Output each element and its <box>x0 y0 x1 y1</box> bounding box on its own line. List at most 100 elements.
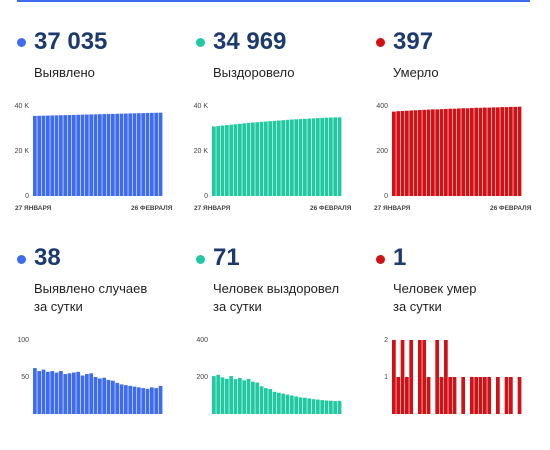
chart-bar <box>337 117 342 196</box>
chart-bar <box>220 125 225 196</box>
chart-bar <box>418 340 422 414</box>
chart-bar <box>392 111 396 197</box>
series-dot <box>196 255 205 264</box>
stat-card: 1 Человек умер за сутки <box>376 225 546 450</box>
stat-value: 1 <box>393 244 407 271</box>
chart-bar <box>33 368 37 414</box>
chart-bar <box>452 108 457 196</box>
chart-bar <box>396 111 401 196</box>
chart-bar <box>89 373 94 414</box>
chart-bar <box>298 397 303 414</box>
stat-label: за сутки <box>393 299 442 314</box>
chart-bar <box>251 122 255 196</box>
chart-bar <box>154 388 159 414</box>
bar-chart: 50 100 <box>17 337 163 414</box>
chart-bar <box>392 340 396 414</box>
series-dot <box>17 255 26 264</box>
chart-bar <box>128 385 133 414</box>
chart-bar <box>294 396 299 414</box>
chart-bar <box>37 115 42 196</box>
chart-bar <box>93 114 98 196</box>
chart-bar <box>264 388 268 414</box>
chart-bar <box>76 371 81 414</box>
chart-bar <box>212 126 216 196</box>
chart-bar <box>496 377 500 414</box>
chart-bar <box>102 377 107 414</box>
top-divider-line <box>17 0 530 2</box>
chart-bar <box>509 377 513 414</box>
x-tick-label: 27 ЯНВАРЯ <box>15 205 52 212</box>
y-tick-label: 50 <box>21 374 29 381</box>
chart-bar <box>333 117 338 196</box>
chart-bar <box>431 109 435 197</box>
chart-bar <box>124 385 128 414</box>
chart-bar <box>220 377 225 414</box>
chart-bar <box>80 375 85 414</box>
chart-bar <box>294 119 299 196</box>
stat-card: 37 035 Выявлено <box>17 0 187 225</box>
chart-bar <box>307 398 312 414</box>
chart-bar <box>320 400 325 415</box>
chart-bar <box>212 376 216 414</box>
chart-bar <box>474 377 479 414</box>
stat-label: Выздоровело <box>213 65 295 80</box>
chart-bar <box>158 112 163 196</box>
chart-bar <box>435 109 440 197</box>
chart-bar <box>242 380 247 414</box>
y-tick-label: 100 <box>17 337 29 344</box>
stat-value: 71 <box>213 244 240 271</box>
chart-bar <box>41 115 46 196</box>
chart-bar <box>268 389 273 414</box>
stat-label: Человек выздоровел <box>213 281 340 296</box>
chart-bar <box>303 397 307 414</box>
chart-bar <box>504 377 509 414</box>
y-tick-label: 1 <box>384 374 388 381</box>
stat-value: 397 <box>393 28 434 55</box>
chart-bar <box>320 117 325 196</box>
chart-bar <box>128 113 133 196</box>
chart-bar <box>509 106 513 196</box>
chart-bar <box>132 113 137 196</box>
x-tick-label: 27 ЯНВАРЯ <box>194 205 231 212</box>
chart-bar <box>496 107 500 196</box>
chart-bar <box>311 399 316 414</box>
stat-card: 38 Выявлено случаев за сутки <box>17 225 187 450</box>
chart-bar <box>439 377 444 414</box>
chart-bar <box>216 374 221 414</box>
chart-bar <box>251 381 255 415</box>
bar-chart: 200 400 <box>196 337 342 415</box>
chart-bar <box>137 387 141 414</box>
chart-bar <box>106 379 111 414</box>
chart-bar <box>37 371 42 414</box>
y-tick-label: 200 <box>196 374 208 381</box>
chart-bar <box>72 114 76 196</box>
chart-bar <box>145 112 150 196</box>
chart-bar <box>483 377 487 414</box>
chart-bar <box>487 377 492 414</box>
stat-label: Умерло <box>393 65 439 80</box>
chart-bar <box>439 109 444 196</box>
x-tick-label: 26 ФЕВРАЛЯ <box>310 205 352 212</box>
chart-bar <box>337 400 342 414</box>
x-tick-label: 26 ФЕВРАЛЯ <box>131 205 173 212</box>
chart-bar <box>93 377 98 414</box>
chart-bar <box>264 121 268 196</box>
chart-bar <box>435 340 440 414</box>
chart-bar <box>457 108 461 196</box>
chart-bar <box>229 376 234 414</box>
series-dot <box>196 38 205 47</box>
chart-bar <box>259 121 264 196</box>
stat-label: Человек умер <box>393 281 477 296</box>
series-dot <box>376 255 385 264</box>
y-tick-label: 2 <box>384 337 388 344</box>
chart-bar <box>444 108 448 196</box>
chart-bar <box>405 110 409 196</box>
y-tick-label: 0 <box>384 193 388 200</box>
chart-bar <box>115 113 120 196</box>
chart-bar <box>72 372 76 414</box>
chart-bar <box>324 400 329 414</box>
chart-bar <box>63 115 68 196</box>
chart-bar <box>154 112 159 196</box>
chart-bar <box>233 124 238 196</box>
y-tick-label: 40 K <box>194 103 209 110</box>
